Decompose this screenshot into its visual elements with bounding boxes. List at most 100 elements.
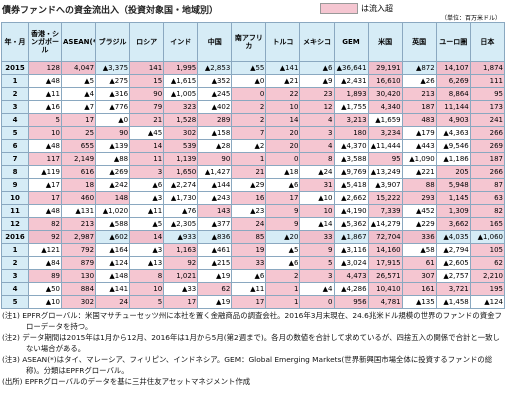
cell: ▲4,286	[333, 282, 369, 296]
cell: 161	[401, 282, 437, 296]
cell: ▲6	[129, 178, 165, 192]
cell: 88	[401, 178, 437, 192]
cell: ▲7	[60, 100, 97, 114]
cell: 14	[129, 139, 165, 153]
cell: ▲6	[265, 178, 301, 192]
table-row: 9 ▲17 18 ▲242 ▲6 ▲2,274 ▲144 ▲29 ▲6 31 ▲5,418 ▲3,90…	[1, 178, 506, 192]
column-header: インド	[163, 22, 199, 62]
cell: ▲316	[95, 87, 131, 101]
cell: ▲14,279	[367, 217, 403, 231]
cell: 9	[299, 243, 335, 257]
data-table: 年・月香港・シンガポールASEAN(*)ブラジルロシアインド中国南アフリカトルコ…	[1, 22, 506, 309]
cell: 1,650	[163, 165, 199, 179]
cell: ▲4,363	[435, 126, 471, 140]
cell: ▲402	[197, 100, 233, 114]
cell: ▲11,444	[367, 139, 403, 153]
cell: 616	[60, 165, 97, 179]
cell: ▲11	[129, 204, 165, 218]
cell: ▲1,005	[163, 87, 199, 101]
cell: ▲16	[28, 100, 62, 114]
cell: 17	[60, 113, 97, 127]
cell: ▲5,362	[333, 217, 369, 231]
cell: 0	[299, 295, 335, 309]
column-header: トルコ	[265, 22, 301, 62]
cell: 4	[299, 113, 335, 127]
row-label: 2015	[1, 61, 29, 75]
cell: ▲6	[299, 61, 335, 75]
cell: 62	[469, 256, 506, 270]
cell: 92	[163, 256, 199, 270]
cell: 17,915	[367, 256, 403, 270]
cell: 11,144	[435, 100, 471, 114]
cell: 12	[299, 100, 335, 114]
cell: ▲4	[299, 282, 335, 296]
legend-swatch	[320, 3, 358, 14]
cell: 92	[28, 230, 62, 244]
cell: 3	[299, 126, 335, 140]
cell: ▲48	[28, 204, 62, 218]
cell: ▲18	[265, 165, 301, 179]
cell: 180	[333, 126, 369, 140]
cell: ▲0	[231, 74, 267, 88]
cell: ▲1,186	[435, 152, 471, 166]
column-header: ブラジル	[95, 22, 131, 62]
table-row: 1 ▲48 ▲5 ▲275 15 ▲1,615 ▲352 ▲0 ▲21 ▲9 ▲2,431 16,61…	[1, 74, 506, 88]
table-row: 3 89 130 ▲148 8 1,021 ▲19 ▲6 2 3 4,473 26,571 307 ▲2,…	[1, 269, 506, 283]
cell: 2	[231, 113, 267, 127]
row-label: 2	[1, 87, 29, 101]
table-row: 11 ▲48 ▲131 ▲1,020 ▲11 ▲76 143 ▲23 9 10 ▲4,190 7,33…	[1, 204, 506, 218]
column-header: メキシコ	[299, 22, 335, 62]
cell: 5	[28, 113, 62, 127]
cell: 1,163	[163, 243, 199, 257]
cell: ▲6	[231, 269, 267, 283]
note: (注3) ASEAN(*)はタイ、マレーシア、フィリピン、インドネシア。GEM：…	[2, 355, 493, 375]
cell: ▲158	[197, 126, 233, 140]
cell: 82	[28, 217, 62, 231]
table-row: 2015 128 4,047 ▲3,375 141 1,995 ▲2,853 ▲55 ▲141 ▲…	[1, 61, 506, 75]
cell: 111	[469, 74, 506, 88]
cell: ▲3,375	[95, 61, 131, 75]
table-row: 7 117 2,149 ▲88 11 1,139 90 1 0 8 ▲3,588 95 ▲1,090 ▲1…	[1, 152, 506, 166]
row-label: 2016	[1, 230, 29, 244]
cell: ▲836	[197, 230, 233, 244]
cell: 4	[299, 139, 335, 153]
cell: 302	[163, 126, 199, 140]
cell: ▲55	[231, 61, 267, 75]
cell: ▲20	[265, 230, 301, 244]
cell: 90	[197, 152, 233, 166]
cell: ▲242	[95, 178, 131, 192]
legend: は流入超	[320, 3, 393, 14]
column-header: ロシア	[129, 22, 165, 62]
cell: ▲179	[401, 126, 437, 140]
cell: ▲4,370	[333, 139, 369, 153]
cell: 173	[469, 100, 506, 114]
cell: 21	[231, 165, 267, 179]
cell: 1	[231, 152, 267, 166]
cell: 17	[265, 191, 301, 205]
cell: 2,210	[469, 269, 506, 283]
cell: ▲269	[95, 165, 131, 179]
cell: 3,234	[367, 126, 403, 140]
column-header: ユーロ圏	[435, 22, 471, 62]
row-label: 10	[1, 191, 29, 205]
cell: 117	[28, 152, 62, 166]
cell: 20	[265, 139, 301, 153]
cell: ▲377	[197, 217, 233, 231]
cell: 5	[299, 256, 335, 270]
cell: 1,309	[435, 204, 471, 218]
row-label: 7	[1, 152, 29, 166]
cell: ▲21	[265, 74, 301, 88]
column-header: GEM	[333, 22, 369, 62]
cell: ▲141	[265, 61, 301, 75]
cell: 33	[299, 230, 335, 244]
cell: 1,145	[435, 191, 471, 205]
cell: 6,269	[435, 74, 471, 88]
cell: 266	[469, 126, 506, 140]
cell: ▲10	[28, 295, 62, 309]
cell: ▲3,024	[333, 256, 369, 270]
cell: 10,410	[367, 282, 403, 296]
cell: ▲3,907	[367, 178, 403, 192]
column-header: 香港・シンガポール	[28, 22, 62, 62]
cell: 15,222	[367, 191, 403, 205]
